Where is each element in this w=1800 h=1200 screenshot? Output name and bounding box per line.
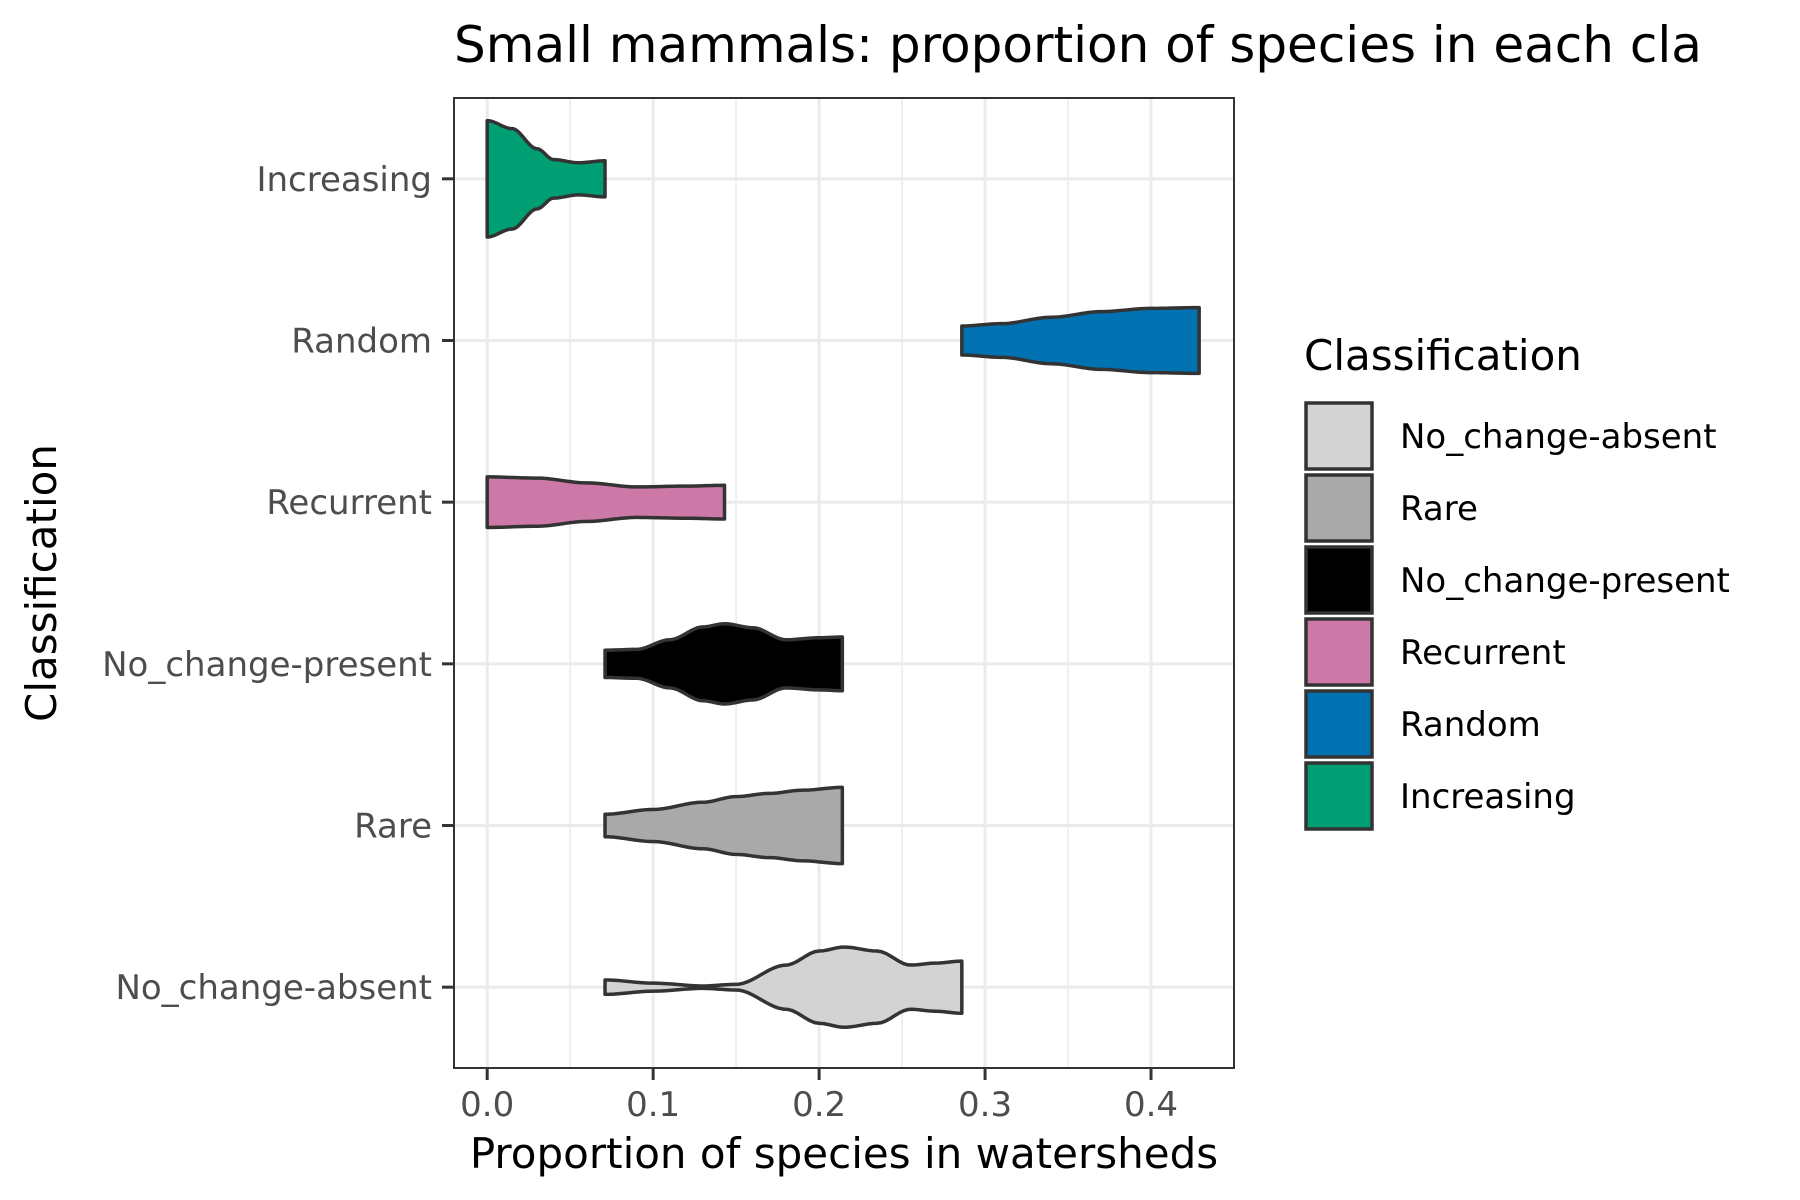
y-axis: No_change-absent Rare No_change-present Rec…	[102, 160, 454, 1008]
legend-label: No_change-absent	[1400, 417, 1717, 457]
violin-no-change-absent	[603, 945, 964, 1030]
violin-random	[960, 305, 1201, 376]
legend-label: Recurrent	[1400, 633, 1566, 673]
x-axis: 0.0 0.1 0.2 0.3 0.4	[460, 1068, 1178, 1125]
x-tick-label: 0.0	[460, 1085, 514, 1125]
legend-title: Classification	[1304, 331, 1582, 380]
y-tick-label: Random	[291, 322, 432, 362]
legend-label: Increasing	[1400, 777, 1576, 817]
legend: Classification No_change-absent Rare No_ch…	[1304, 331, 1730, 831]
chart-title: Small mammals: proportion of species in …	[454, 16, 1702, 74]
violin-recurrent	[485, 475, 727, 530]
violins	[485, 118, 1201, 1030]
legend-key	[1304, 473, 1374, 543]
legend-key	[1304, 545, 1374, 615]
legend-key	[1304, 761, 1374, 831]
y-tick-label: Recurrent	[266, 483, 432, 523]
legend-label: No_change-present	[1400, 561, 1730, 601]
legend-key	[1304, 401, 1374, 471]
y-tick-label: Increasing	[256, 160, 432, 200]
y-axis-title: Classification	[17, 444, 66, 722]
x-tick-label: 0.4	[1124, 1085, 1178, 1125]
y-tick-label: Rare	[354, 807, 432, 847]
legend-key	[1304, 689, 1374, 759]
x-tick-label: 0.3	[958, 1085, 1012, 1125]
panel-border	[453, 97, 1235, 1069]
x-axis-title: Proportion of species in watersheds	[470, 1129, 1218, 1178]
y-tick-label: No_change-absent	[115, 968, 432, 1008]
legend-key	[1304, 617, 1374, 687]
violin-increasing	[485, 118, 607, 239]
y-tick-label: No_change-present	[102, 645, 432, 685]
x-tick-label: 0.2	[792, 1085, 846, 1125]
legend-label: Random	[1400, 705, 1541, 745]
legend-label: Rare	[1400, 489, 1478, 529]
violin-rare	[603, 785, 845, 866]
x-tick-label: 0.1	[626, 1085, 680, 1125]
violin-no-change-present	[603, 621, 845, 706]
panel-background	[454, 98, 1234, 1068]
